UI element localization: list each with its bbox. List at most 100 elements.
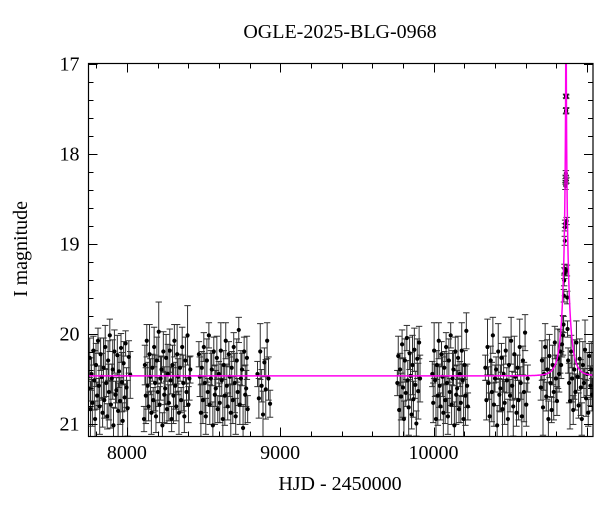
- data-point: [565, 295, 570, 300]
- y-tick-label: 20: [60, 324, 80, 346]
- model-curve-layer: [88, 63, 593, 377]
- data-point: [162, 392, 167, 397]
- data-point: [199, 365, 204, 370]
- data-point: [568, 349, 574, 354]
- data-point: [92, 378, 97, 383]
- data-point: [458, 400, 463, 405]
- data-point: [550, 362, 555, 368]
- data-point: [163, 355, 169, 360]
- data-point: [238, 376, 244, 381]
- data-point: [404, 335, 409, 341]
- data-point: [95, 338, 101, 343]
- data-point: [113, 392, 118, 397]
- data-point: [259, 383, 264, 388]
- data-point: [543, 344, 548, 350]
- data-point: [515, 365, 520, 370]
- data-point: [417, 340, 422, 345]
- data-point: [152, 344, 157, 350]
- data-point: [557, 371, 562, 377]
- data-point: [150, 365, 155, 370]
- data-point: [588, 383, 593, 388]
- data-point: [228, 410, 233, 415]
- data-point: [573, 389, 578, 395]
- data-point: [110, 367, 115, 372]
- data-point: [175, 352, 180, 357]
- data-point: [583, 396, 589, 401]
- data-point: [163, 386, 168, 391]
- data-point: [401, 416, 407, 422]
- data-point: [225, 404, 230, 409]
- data-point: [154, 358, 159, 363]
- data-point: [431, 400, 436, 405]
- data-point: [412, 347, 417, 352]
- data-point: [560, 333, 566, 338]
- data-point: [581, 380, 587, 386]
- data-point: [438, 404, 443, 409]
- data-point: [398, 394, 404, 399]
- data-point: [207, 402, 212, 407]
- data-point: [231, 344, 236, 350]
- data-point: [160, 423, 165, 428]
- data-point: [188, 367, 193, 372]
- tick-labels-layer: 8000 9000 10000 17 18 19 20 21: [60, 54, 459, 465]
- data-point: [124, 385, 129, 390]
- data-point: [211, 349, 216, 354]
- data-point: [450, 376, 455, 381]
- data-point: [577, 356, 582, 361]
- data-point: [519, 414, 524, 419]
- data-point: [244, 386, 249, 391]
- data-point: [121, 361, 126, 366]
- data-point: [503, 348, 508, 353]
- data-point: [183, 358, 188, 363]
- data-point: [397, 407, 402, 413]
- data-point: [518, 380, 523, 386]
- data-point: [196, 352, 202, 357]
- data-point: [176, 410, 182, 415]
- data-point: [561, 322, 566, 327]
- data-point: [93, 362, 99, 368]
- data-point: [461, 416, 466, 422]
- data-point: [488, 358, 493, 363]
- data-point: [416, 389, 421, 394]
- data-point: [492, 376, 498, 381]
- data-point: [187, 376, 192, 381]
- data-point: [446, 358, 451, 363]
- error-bars-layer: [88, 93, 593, 437]
- data-point: [580, 362, 585, 368]
- data-point: [539, 358, 545, 363]
- data-point: [164, 407, 170, 412]
- data-point: [152, 380, 158, 386]
- data-point: [200, 398, 205, 403]
- data-point: [484, 398, 489, 403]
- data-point: [157, 402, 162, 407]
- data-point: [586, 410, 591, 415]
- data-point: [242, 349, 247, 354]
- data-point: [514, 410, 519, 415]
- data-point: [441, 410, 446, 415]
- data-point: [92, 416, 98, 422]
- data-point: [115, 353, 120, 358]
- data-point: [521, 389, 527, 395]
- data-point: [396, 353, 401, 359]
- data-point: [439, 352, 444, 357]
- data-point: [437, 383, 442, 388]
- data-point: [407, 351, 412, 356]
- data-point: [126, 354, 131, 360]
- data-point: [574, 340, 579, 345]
- data-point: [215, 407, 220, 412]
- data-point: [402, 358, 407, 363]
- x-tick-label: 8000: [107, 442, 147, 464]
- data-point: [463, 393, 468, 398]
- data-point: [91, 348, 96, 353]
- data-point: [106, 358, 111, 363]
- data-point: [161, 349, 166, 354]
- data-point: [400, 385, 406, 390]
- data-point: [172, 338, 177, 343]
- data-point: [155, 389, 160, 395]
- data-point: [143, 393, 148, 398]
- data-point: [169, 416, 174, 422]
- data-point: [414, 421, 419, 426]
- data-point: [182, 414, 187, 419]
- data-point: [498, 386, 503, 391]
- data-point: [455, 386, 460, 391]
